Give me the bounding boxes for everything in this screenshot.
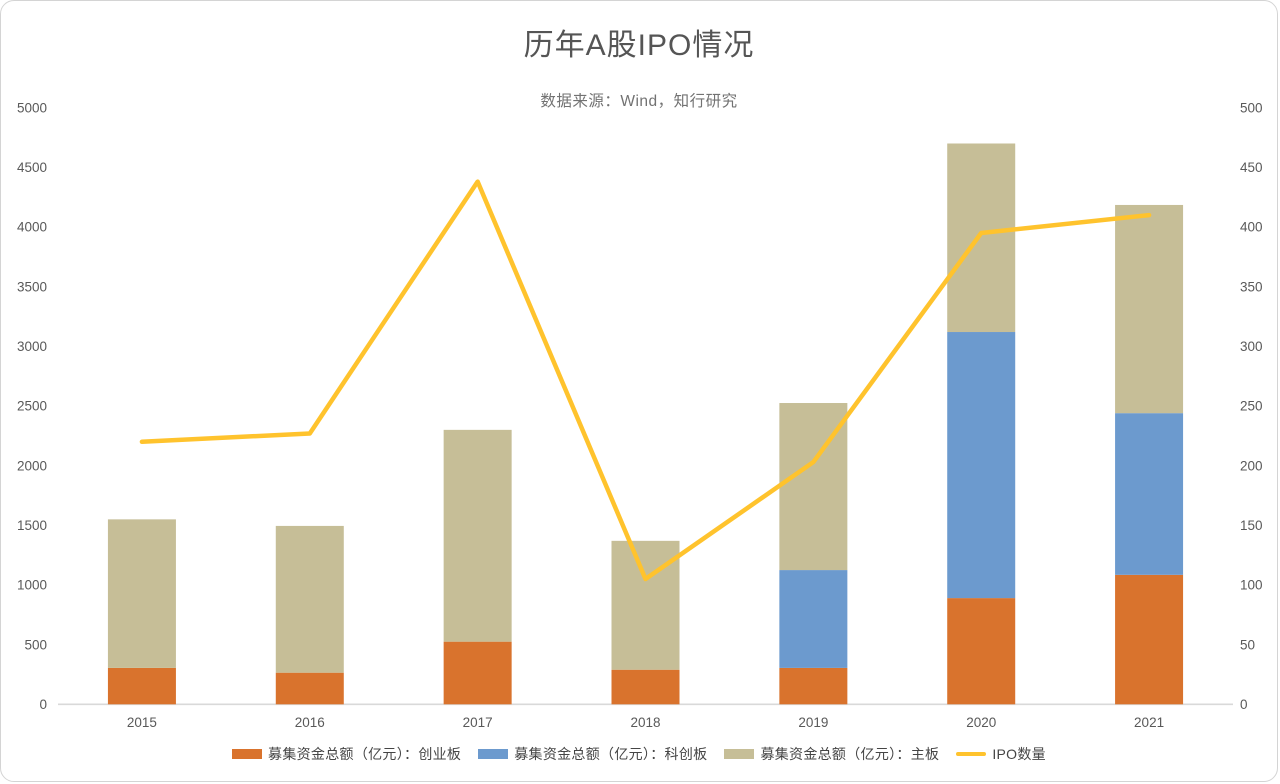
legend-swatch-kechuangban [478,749,509,759]
legend-label-chuangyeban: 募集资金总额（亿元）：创业板 [268,746,462,762]
bar-segment-series1-2021 [1115,413,1184,575]
x-axis-label: 2018 [630,715,660,730]
left-axis-tick-label: 2000 [17,458,47,473]
bar-segment-series2-2020 [947,143,1016,333]
left-axis-tick-label: 5000 [17,100,47,115]
bar-segment-series2-2016 [275,525,344,673]
bar-segment-series1-2020 [947,332,1016,599]
left-axis-tick-label: 0 [39,697,47,712]
legend-label-ipo-count: IPO数量 [992,746,1046,762]
legend-label-kechuangban: 募集资金总额（亿元）：科创板 [514,746,708,762]
legend-item-ipo-count: IPO数量 [956,744,1046,764]
left-axis-tick-label: 500 [24,637,47,652]
x-axis-label: 2020 [966,715,996,730]
legend-swatch-zhuban [724,749,755,759]
legend-item-chuangyeban: 募集资金总额（亿元）：创业板 [232,744,461,764]
legend-swatch-chuangyeban [232,749,263,759]
left-axis-tick-label: 1500 [17,518,47,533]
chart-subtitle: 数据来源：Wind，知行研究 [540,93,738,110]
left-axis-tick-label: 3500 [17,279,47,294]
legend-item-zhuban: 募集资金总额（亿元）：主板 [724,744,939,764]
right-axis-tick-label: 300 [1240,339,1263,354]
bar-segment-series2-2015 [107,519,176,668]
chart-title: 历年A股IPO情况 [523,29,755,62]
right-axis-tick-label: 350 [1240,279,1263,294]
bar-segment-series1-2019 [779,570,848,668]
legend-label-zhuban: 募集资金总额（亿元）：主板 [760,746,940,762]
right-axis-tick-label: 500 [1240,100,1263,115]
right-axis-tick-label: 0 [1240,697,1248,712]
bar-segment-series2-2021 [1115,204,1184,414]
right-axis-tick-label: 200 [1240,458,1263,473]
right-axis-tick-label: 100 [1240,578,1263,593]
right-axis-tick-label: 450 [1240,160,1263,175]
right-axis-tick-label: 150 [1240,518,1263,533]
bar-segment-series0-2020 [947,598,1016,705]
x-axis-label: 2015 [127,715,157,730]
left-axis-tick-label: 3000 [17,339,47,354]
bar-segment-series0-2018 [611,669,680,705]
bar-segment-series0-2021 [1115,574,1184,705]
right-axis-tick-label: 50 [1240,637,1255,652]
right-axis-tick-label: 250 [1240,399,1263,414]
left-axis-tick-label: 1000 [17,578,47,593]
ipo-count-line [139,179,1152,582]
bar-segment-series0-2017 [443,641,512,705]
x-axis-label: 2019 [798,715,828,730]
bar-segment-series0-2019 [779,667,848,705]
legend-swatch-ipo-line [956,752,987,756]
left-axis-tick-label: 4500 [17,160,47,175]
x-axis-label: 2016 [295,715,325,730]
bar-segment-series0-2015 [107,667,176,705]
bar-segment-series2-2017 [443,429,512,642]
x-axis-label: 2021 [1134,715,1164,730]
bar-segment-series0-2016 [275,672,344,705]
right-axis-tick-label: 400 [1240,220,1263,235]
left-axis-tick-label: 2500 [17,399,47,414]
legend-item-kechuangban: 募集资金总额（亿元）：科创板 [478,744,707,764]
chart-legend: 募集资金总额（亿元）：创业板 募集资金总额（亿元）：科创板 募集资金总额（亿元）… [1,741,1277,767]
left-axis-tick-label: 4000 [17,220,47,235]
x-axis-label: 2017 [463,715,493,730]
